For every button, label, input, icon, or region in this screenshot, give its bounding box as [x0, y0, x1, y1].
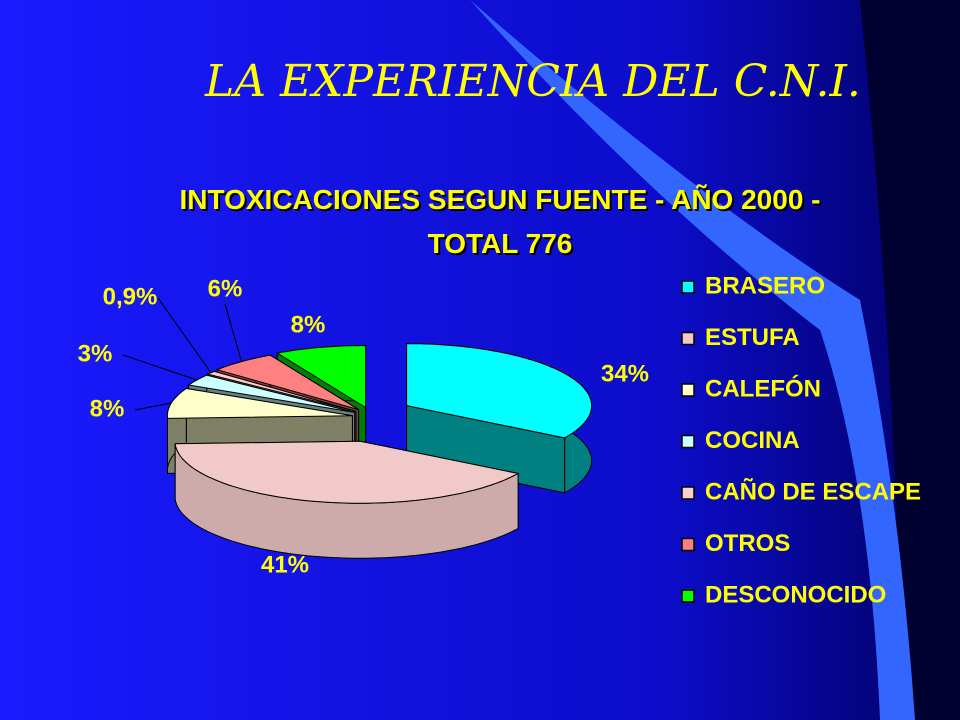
leader-line [157, 297, 212, 374]
slice [174, 440, 520, 504]
leader-line [224, 303, 243, 362]
slice [187, 374, 355, 413]
legend-swatch [681, 331, 695, 346]
data-label: 6% [208, 275, 243, 302]
data-label: 8% [291, 311, 326, 338]
legend: BRASERO ESTUFA CALEFÓN COCINA CAÑO DE ESCAPE… [681, 272, 921, 608]
data-label: 34% [601, 360, 649, 387]
legend-label: OTROS [705, 530, 790, 557]
legend-label: CAÑO DE ESCAPE [705, 477, 921, 505]
data-label: 41% [261, 551, 309, 578]
chart-title: INTOXICACIONES SEGUN FUENTE - AÑO 2000 -… [179, 184, 821, 259]
legend-swatch [681, 537, 695, 552]
bg-dark [860, 0, 960, 720]
slice [275, 344, 367, 409]
data-label: 0,9% [103, 283, 158, 310]
legend-label: ESTUFA [705, 324, 800, 351]
legend-swatch [681, 589, 695, 603]
legend-label: BRASERO [705, 272, 825, 299]
legend-label: DESCONOCIDO [705, 581, 886, 608]
legend-swatch [681, 383, 695, 397]
pie: 34% 41% 8% 3% 0,9% 6% 8% [78, 275, 649, 578]
legend-label: CALEFÓN [705, 374, 821, 402]
leader-line [122, 354, 198, 381]
leader-line [134, 402, 172, 411]
data-label: 3% [78, 340, 113, 367]
legend-swatch [681, 434, 695, 449]
legend-swatch [681, 280, 695, 294]
data-label: 8% [90, 395, 125, 422]
legend-label: COCINA [705, 427, 800, 454]
legend-swatch [681, 486, 695, 500]
slice [406, 343, 593, 439]
slide-title: LA EXPERIENCIA DEL C.N.I. [204, 56, 861, 107]
